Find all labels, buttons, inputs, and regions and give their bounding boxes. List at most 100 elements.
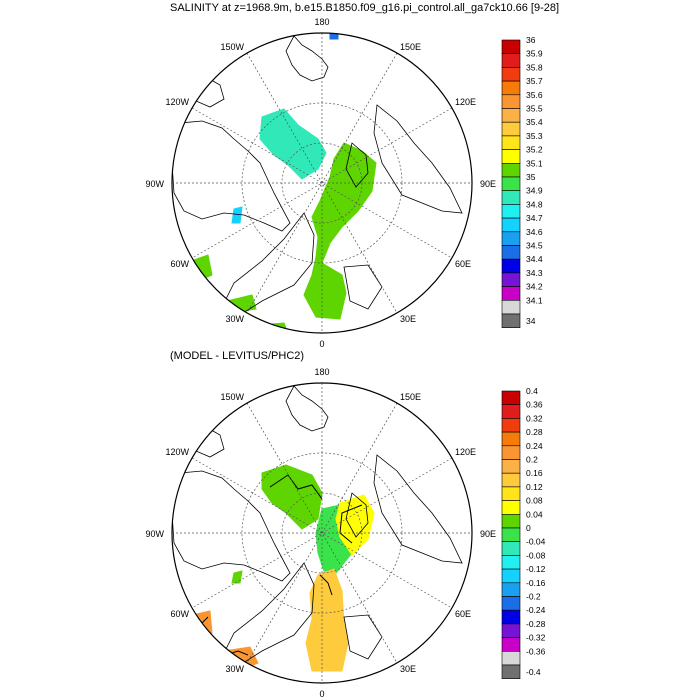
map-frame — [171, 382, 473, 684]
colorbar-swatch — [501, 245, 521, 260]
colorbar-tick-label: -0.4 — [526, 667, 541, 677]
longitude-label-left: 90W — [145, 529, 164, 539]
colorbar-swatch — [501, 555, 521, 570]
top-chart-title: SALINITY at z=1968.9m, b.e15.B1850.f09_g… — [170, 2, 560, 14]
colorbar-swatch — [501, 176, 521, 191]
colorbar-swatch — [501, 190, 521, 205]
colorbar-tick-label: 36 — [526, 35, 536, 45]
colorbar-tick-label: 35.1 — [526, 158, 543, 168]
coastline — [373, 454, 463, 564]
coastline — [345, 142, 369, 188]
colorbar-tick-label: 34.1 — [526, 295, 543, 305]
longitude-label-left: 90W — [145, 179, 164, 189]
colorbar-tick-label: -0.32 — [526, 633, 546, 643]
longitude-label-lowerRight: 60E — [455, 609, 471, 619]
colorbar-tick-label: 0.12 — [526, 482, 543, 492]
colorbar-swatch — [501, 500, 521, 515]
colorbar-swatch — [501, 664, 521, 679]
colorbar-swatch — [501, 582, 521, 597]
colorbar-tick-label: 34.5 — [526, 241, 543, 251]
colorbar-tick-label: -0.08 — [526, 550, 546, 560]
colorbar-tick-label: 0.24 — [526, 441, 543, 451]
top-polar-map: 180 150W 150E 120W 120E 90W 90E 60W 60E 30W 30E 0 — [145, 17, 496, 349]
coastline — [343, 614, 383, 660]
colorbar-swatch — [501, 121, 521, 137]
colorbar-tick-label: 34.9 — [526, 186, 543, 196]
longitude-label-topRight: 150E — [400, 392, 421, 402]
colorbar-swatch — [501, 272, 521, 287]
colorbar-tick-label: 0.2 — [526, 455, 538, 465]
contour-line — [319, 574, 333, 596]
colorbar-swatch — [501, 609, 521, 625]
colorbar-tick-label: -0.04 — [526, 537, 546, 547]
colorbar-tick-label: 34.7 — [526, 213, 543, 223]
map-frame — [171, 32, 473, 334]
colorbar-swatch — [501, 541, 521, 556]
colorbar-swatch — [501, 53, 521, 68]
colorbar-tick-label: 35.2 — [526, 145, 543, 155]
colorbar-tick-label: -0.2 — [526, 592, 541, 602]
colorbar-swatch — [501, 94, 521, 109]
colorbar-tick-label: 35 — [526, 172, 536, 182]
colorbar-swatch — [501, 135, 521, 150]
colorbar-tick-label: -0.16 — [526, 578, 546, 588]
salinity-region — [193, 254, 213, 282]
colorbar-tick-label: 35.9 — [526, 49, 543, 59]
colorbar-tick-label: 34.2 — [526, 282, 543, 292]
colorbar-swatch — [501, 650, 521, 666]
colorbar-swatch — [501, 472, 521, 488]
bottom-colorbar: 0.4 0.36 0.32 0.28 0.24 0.2 0.16 0.12 0.08 0.04 0 -… — [501, 386, 546, 679]
colorbar-tick-label: 35.8 — [526, 62, 543, 72]
colorbar-tick-label: 0.36 — [526, 400, 543, 410]
longitude-label-topLeft: 150W — [220, 42, 244, 52]
colorbar-swatch — [501, 637, 521, 652]
colorbar-tick-label: -0.28 — [526, 619, 546, 629]
colorbar-swatch — [501, 527, 521, 542]
coastline — [343, 264, 383, 310]
longitude-label-top: 180 — [314, 367, 329, 377]
colorbar-swatch — [501, 258, 521, 274]
colorbar-swatch — [501, 418, 521, 433]
graticule — [172, 383, 472, 683]
longitude-label-bottomRight: 30E — [400, 664, 416, 674]
colorbar-swatch — [501, 286, 521, 301]
salinity-region — [226, 294, 257, 314]
coastline — [285, 385, 329, 432]
colorbar-swatch — [501, 596, 521, 611]
contour-line — [339, 504, 363, 544]
coastline — [373, 104, 463, 214]
colorbar-tick-label: 34.4 — [526, 254, 543, 264]
colorbar-swatch — [501, 231, 521, 246]
top-colorbar: 36 35.9 35.8 35.7 35.6 35.5 35.4 35.3 35.2 35.1 35… — [501, 35, 543, 328]
colorbar-tick-label: 0.08 — [526, 496, 543, 506]
longitude-label-right: 90E — [480, 529, 496, 539]
longitude-label-upperRight: 120E — [455, 447, 476, 457]
anomaly-region — [261, 464, 323, 530]
colorbar-tick-label: -0.12 — [526, 564, 546, 574]
colorbar-swatch — [501, 431, 521, 447]
colorbar-tick-label: 34.6 — [526, 227, 543, 237]
colorbar-tick-label: 35.3 — [526, 131, 543, 141]
colorbar-tick-label: 0.04 — [526, 509, 543, 519]
longitude-label-lowerRight: 60E — [455, 259, 471, 269]
coastline — [345, 492, 369, 538]
anomaly-region — [305, 568, 349, 672]
colorbar-swatch — [501, 299, 521, 315]
colorbar-swatch — [501, 486, 521, 501]
longitude-label-top: 180 — [314, 17, 329, 27]
bottom-chart-title: (MODEL - LEVITUS/PHC2) — [170, 350, 305, 362]
colorbar-swatch — [501, 445, 521, 460]
anomaly-region — [231, 570, 243, 584]
colorbar-tick-label: 0 — [526, 523, 531, 533]
coastline — [172, 120, 291, 232]
bottom-polar-map: 180 150W 150E 120W 120E 90W 90E 60W 60E 30W 30E 0 — [145, 367, 496, 699]
colorbar-swatch — [501, 313, 521, 328]
colorbar-swatch — [501, 80, 521, 96]
colorbar-swatch — [501, 459, 521, 474]
longitude-label-lowerLeft: 60W — [170, 609, 189, 619]
contour-line — [269, 474, 323, 500]
colorbar-tick-label: 34.8 — [526, 199, 543, 209]
colorbar-tick-label: 34.3 — [526, 268, 543, 278]
colorbar-swatch — [501, 390, 521, 405]
